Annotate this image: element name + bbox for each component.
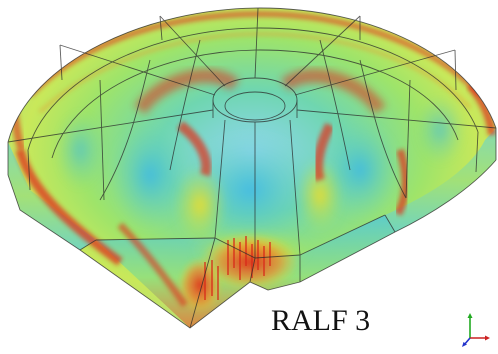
xyz-axes-icon xyxy=(462,313,490,347)
figure-caption: RALF 3 xyxy=(271,304,371,337)
mesh-wireframe xyxy=(7,7,497,329)
scalar-field-rendering xyxy=(8,10,496,328)
